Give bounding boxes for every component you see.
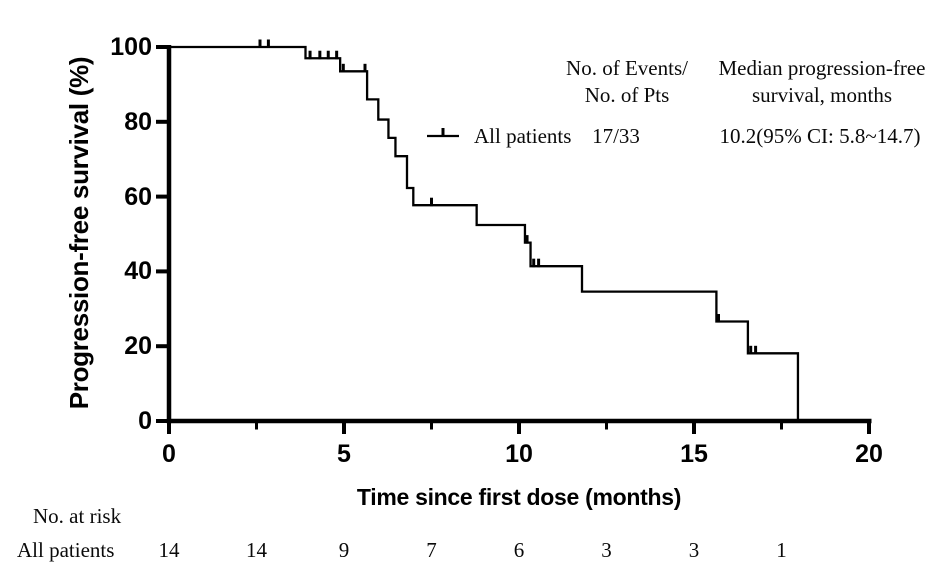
x-tick-label: 10 — [505, 440, 533, 468]
risk-count: 14 — [246, 538, 267, 562]
risk-count: 3 — [601, 538, 612, 562]
x-tick-label: 20 — [855, 440, 883, 468]
x-axis-title: Time since first dose (months) — [356, 484, 682, 510]
risk-count: 6 — [513, 538, 525, 562]
y-tick-label: 80 — [124, 107, 152, 136]
legend-events-header: No. of Events/ No. of Pts — [507, 55, 747, 109]
risk-table-row-label: All patients — [17, 538, 115, 562]
legend-median-header: Median progression-free survival, months — [690, 55, 931, 109]
legend-median-header-line1: Median progression-free — [718, 56, 926, 80]
y-tick-label: 100 — [110, 33, 152, 61]
legend-median-value: 10.2(95% CI: 5.8~14.7) — [719, 124, 921, 148]
legend-events-header-line1: No. of Events/ — [566, 56, 688, 80]
y-tick-label: 60 — [124, 182, 152, 211]
risk-count: 14 — [158, 538, 180, 562]
y-tick-label: 40 — [124, 257, 152, 286]
y-tick-label: 20 — [124, 332, 152, 361]
risk-table-title: No. at risk — [33, 504, 122, 528]
risk-count: 3 — [688, 538, 700, 562]
y-axis-title: Progression-free survival (%) — [64, 56, 94, 410]
legend-median-header-line2: survival, months — [752, 83, 892, 107]
y-tick-label: 0 — [138, 407, 152, 435]
risk-count: 7 — [426, 538, 437, 562]
legend-events-header-line2: No. of Pts — [584, 83, 670, 107]
x-tick-label: 5 — [337, 440, 351, 468]
legend-events-value: 17/33 — [592, 124, 640, 148]
km-step-curve — [169, 45, 800, 421]
x-tick-label: 15 — [680, 440, 708, 468]
x-tick-label: 0 — [162, 440, 176, 468]
risk-count: 9 — [338, 538, 350, 562]
legend-series-name: All patients — [474, 124, 572, 148]
risk-count: 1 — [776, 538, 787, 562]
